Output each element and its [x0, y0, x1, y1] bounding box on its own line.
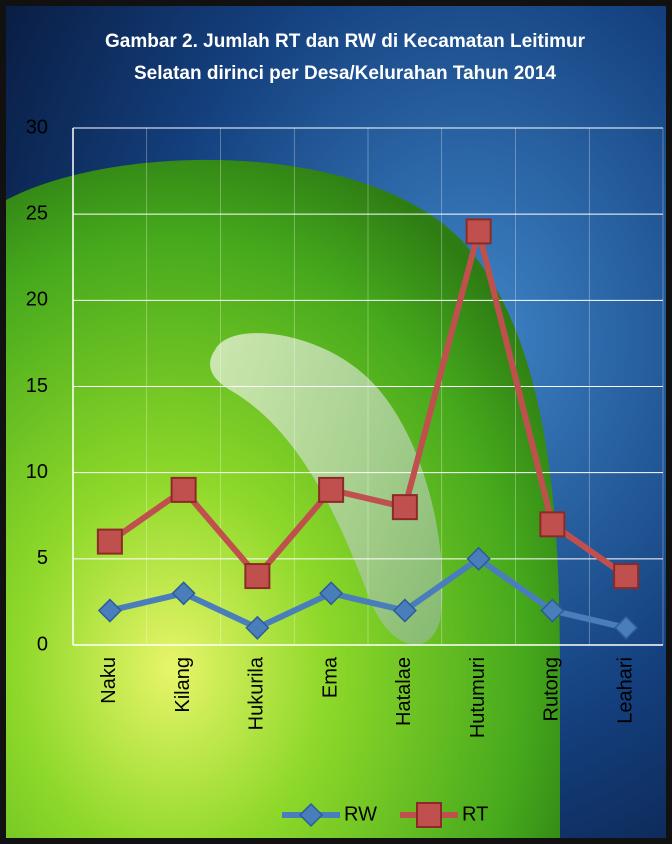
legend-label: RT — [462, 803, 488, 825]
data-point — [96, 528, 123, 555]
y-tick-label: 25 — [26, 202, 48, 224]
data-point — [318, 476, 345, 503]
x-tick-label: Hukurila — [246, 656, 268, 730]
legend-label: RW — [344, 803, 377, 825]
y-tick-label: 5 — [37, 547, 48, 569]
data-point — [245, 615, 270, 640]
y-tick-label: 0 — [37, 633, 48, 655]
x-tick-label: Leahari — [614, 657, 636, 724]
data-point — [170, 476, 197, 503]
data-point — [613, 563, 640, 590]
legend-marker — [298, 802, 324, 828]
data-point — [244, 563, 271, 590]
leaf — [6, 159, 560, 838]
series-line — [109, 555, 627, 631]
data-point — [97, 598, 122, 623]
x-tick-label: Rutong — [541, 657, 563, 722]
x-tick-label: Ema — [319, 656, 341, 698]
chart-title: Gambar 2. Jumlah RT dan RW di Kecamatan … — [104, 31, 586, 84]
data-point — [614, 615, 639, 640]
legend-marker — [416, 802, 442, 828]
data-point — [319, 581, 344, 606]
data-point — [540, 598, 565, 623]
data-point — [465, 218, 492, 245]
data-point — [171, 581, 196, 606]
data-point — [466, 546, 491, 571]
series-line — [108, 228, 628, 580]
y-tick-label: 20 — [26, 289, 48, 311]
y-tick-label: 15 — [26, 375, 48, 397]
y-tick-label: 30 — [26, 116, 48, 138]
x-tick-label: Kilang — [172, 657, 194, 713]
x-tick-label: Naku — [98, 657, 120, 704]
data-point — [391, 494, 418, 521]
data-point — [539, 511, 566, 538]
y-tick-label: 10 — [26, 461, 48, 483]
data-point — [392, 598, 417, 623]
x-tick-label: Hutumuri — [467, 657, 489, 738]
x-tick-label: Hatalae — [393, 657, 415, 726]
